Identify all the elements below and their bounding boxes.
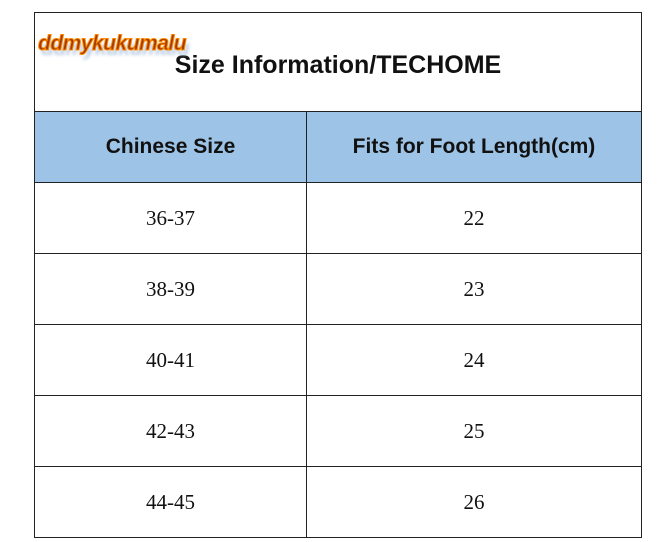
length-cell: 25	[306, 395, 642, 467]
size-cell: 40-41	[34, 324, 307, 396]
size-cell: 36-37	[34, 182, 307, 254]
length-cell: 23	[306, 253, 642, 325]
size-table: Size Information/TECHOME Chinese Size Fi…	[34, 12, 642, 538]
table-row: 36-37 22	[34, 182, 642, 254]
table-row: 38-39 23	[34, 253, 642, 325]
length-cell: 26	[306, 466, 642, 538]
size-cell: 38-39	[34, 253, 307, 325]
watermark: ddmykukumalu	[37, 32, 187, 56]
column-header-foot-length: Fits for Foot Length(cm)	[306, 111, 642, 183]
size-cell: 44-45	[34, 466, 307, 538]
size-cell: 42-43	[34, 395, 307, 467]
length-cell: 24	[306, 324, 642, 396]
header-row: Chinese Size Fits for Foot Length(cm)	[34, 111, 642, 183]
table-row: 40-41 24	[34, 324, 642, 396]
table-title: Size Information/TECHOME	[34, 12, 642, 112]
column-header-chinese-size: Chinese Size	[34, 111, 307, 183]
table-row: 44-45 26	[34, 466, 642, 538]
length-cell: 22	[306, 182, 642, 254]
table-row: 42-43 25	[34, 395, 642, 467]
